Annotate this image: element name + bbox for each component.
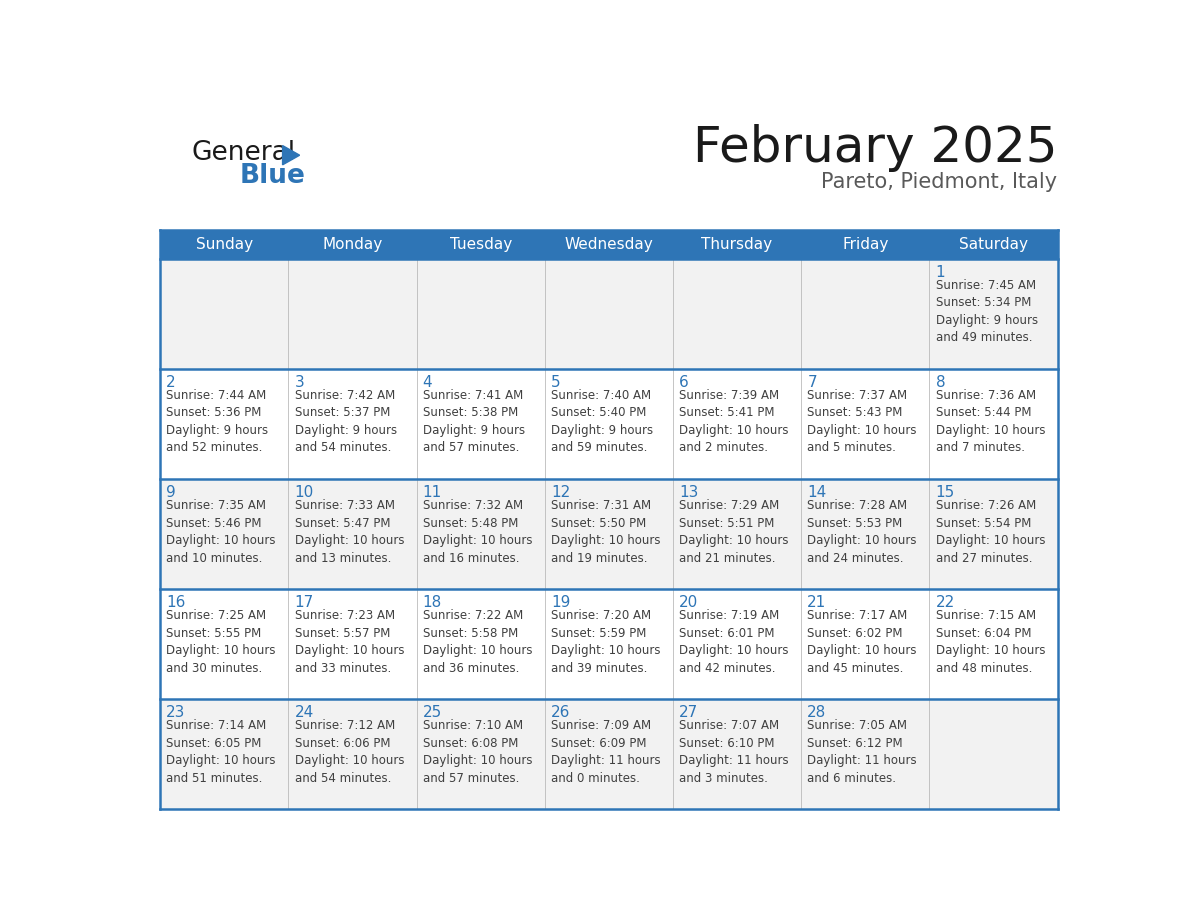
Text: 3: 3 [295, 375, 304, 390]
Text: 6: 6 [680, 375, 689, 390]
Text: 19: 19 [551, 595, 570, 610]
Text: Sunrise: 7:09 AM
Sunset: 6:09 PM
Daylight: 11 hours
and 0 minutes.: Sunrise: 7:09 AM Sunset: 6:09 PM Dayligh… [551, 719, 661, 785]
Text: Pareto, Piedmont, Italy: Pareto, Piedmont, Italy [821, 172, 1057, 192]
Text: Sunrise: 7:20 AM
Sunset: 5:59 PM
Daylight: 10 hours
and 39 minutes.: Sunrise: 7:20 AM Sunset: 5:59 PM Dayligh… [551, 610, 661, 675]
Text: 18: 18 [423, 595, 442, 610]
Bar [160, 230, 1057, 259]
Text: 23: 23 [166, 705, 185, 721]
Text: 2: 2 [166, 375, 176, 390]
Text: Sunrise: 7:36 AM
Sunset: 5:44 PM
Daylight: 10 hours
and 7 minutes.: Sunrise: 7:36 AM Sunset: 5:44 PM Dayligh… [936, 389, 1045, 454]
Text: 12: 12 [551, 485, 570, 500]
Text: Sunrise: 7:29 AM
Sunset: 5:51 PM
Daylight: 10 hours
and 21 minutes.: Sunrise: 7:29 AM Sunset: 5:51 PM Dayligh… [680, 499, 789, 565]
Text: Sunrise: 7:17 AM
Sunset: 6:02 PM
Daylight: 10 hours
and 45 minutes.: Sunrise: 7:17 AM Sunset: 6:02 PM Dayligh… [808, 610, 917, 675]
Text: 21: 21 [808, 595, 827, 610]
Text: 16: 16 [166, 595, 185, 610]
Text: General: General [191, 140, 296, 165]
Text: Sunrise: 7:42 AM
Sunset: 5:37 PM
Daylight: 9 hours
and 54 minutes.: Sunrise: 7:42 AM Sunset: 5:37 PM Dayligh… [295, 389, 397, 454]
Text: Sunrise: 7:41 AM
Sunset: 5:38 PM
Daylight: 9 hours
and 57 minutes.: Sunrise: 7:41 AM Sunset: 5:38 PM Dayligh… [423, 389, 525, 454]
Text: Sunrise: 7:32 AM
Sunset: 5:48 PM
Daylight: 10 hours
and 16 minutes.: Sunrise: 7:32 AM Sunset: 5:48 PM Dayligh… [423, 499, 532, 565]
Text: 27: 27 [680, 705, 699, 721]
Text: 5: 5 [551, 375, 561, 390]
Text: Friday: Friday [842, 237, 889, 252]
Text: 1: 1 [936, 265, 946, 280]
Text: Sunrise: 7:40 AM
Sunset: 5:40 PM
Daylight: 9 hours
and 59 minutes.: Sunrise: 7:40 AM Sunset: 5:40 PM Dayligh… [551, 389, 653, 454]
Text: Thursday: Thursday [701, 237, 772, 252]
Bar [160, 700, 1057, 810]
Text: Saturday: Saturday [959, 237, 1028, 252]
Text: Sunrise: 7:23 AM
Sunset: 5:57 PM
Daylight: 10 hours
and 33 minutes.: Sunrise: 7:23 AM Sunset: 5:57 PM Dayligh… [295, 610, 404, 675]
Text: Sunrise: 7:44 AM
Sunset: 5:36 PM
Daylight: 9 hours
and 52 minutes.: Sunrise: 7:44 AM Sunset: 5:36 PM Dayligh… [166, 389, 268, 454]
Text: Sunrise: 7:10 AM
Sunset: 6:08 PM
Daylight: 10 hours
and 57 minutes.: Sunrise: 7:10 AM Sunset: 6:08 PM Dayligh… [423, 719, 532, 785]
Text: Sunrise: 7:35 AM
Sunset: 5:46 PM
Daylight: 10 hours
and 10 minutes.: Sunrise: 7:35 AM Sunset: 5:46 PM Dayligh… [166, 499, 276, 565]
Text: February 2025: February 2025 [693, 124, 1057, 172]
Text: 9: 9 [166, 485, 176, 500]
Text: Sunrise: 7:26 AM
Sunset: 5:54 PM
Daylight: 10 hours
and 27 minutes.: Sunrise: 7:26 AM Sunset: 5:54 PM Dayligh… [936, 499, 1045, 565]
Text: Sunrise: 7:22 AM
Sunset: 5:58 PM
Daylight: 10 hours
and 36 minutes.: Sunrise: 7:22 AM Sunset: 5:58 PM Dayligh… [423, 610, 532, 675]
Text: Wednesday: Wednesday [564, 237, 653, 252]
Text: Blue: Blue [239, 162, 305, 189]
Text: 28: 28 [808, 705, 827, 721]
Text: Sunrise: 7:45 AM
Sunset: 5:34 PM
Daylight: 9 hours
and 49 minutes.: Sunrise: 7:45 AM Sunset: 5:34 PM Dayligh… [936, 279, 1037, 344]
Text: Sunrise: 7:19 AM
Sunset: 6:01 PM
Daylight: 10 hours
and 42 minutes.: Sunrise: 7:19 AM Sunset: 6:01 PM Dayligh… [680, 610, 789, 675]
Text: 8: 8 [936, 375, 946, 390]
Text: 17: 17 [295, 595, 314, 610]
Text: Sunrise: 7:39 AM
Sunset: 5:41 PM
Daylight: 10 hours
and 2 minutes.: Sunrise: 7:39 AM Sunset: 5:41 PM Dayligh… [680, 389, 789, 454]
Text: 25: 25 [423, 705, 442, 721]
Text: 13: 13 [680, 485, 699, 500]
Text: 22: 22 [936, 595, 955, 610]
Text: 4: 4 [423, 375, 432, 390]
Bar [160, 369, 1057, 479]
Text: 14: 14 [808, 485, 827, 500]
Text: Sunday: Sunday [196, 237, 253, 252]
Text: Tuesday: Tuesday [449, 237, 512, 252]
Text: 24: 24 [295, 705, 314, 721]
Bar [160, 259, 1057, 369]
Bar [160, 589, 1057, 700]
Text: 15: 15 [936, 485, 955, 500]
Text: 7: 7 [808, 375, 817, 390]
Text: Sunrise: 7:14 AM
Sunset: 6:05 PM
Daylight: 10 hours
and 51 minutes.: Sunrise: 7:14 AM Sunset: 6:05 PM Dayligh… [166, 719, 276, 785]
Text: Monday: Monday [322, 237, 383, 252]
Text: Sunrise: 7:28 AM
Sunset: 5:53 PM
Daylight: 10 hours
and 24 minutes.: Sunrise: 7:28 AM Sunset: 5:53 PM Dayligh… [808, 499, 917, 565]
Text: Sunrise: 7:37 AM
Sunset: 5:43 PM
Daylight: 10 hours
and 5 minutes.: Sunrise: 7:37 AM Sunset: 5:43 PM Dayligh… [808, 389, 917, 454]
Bar [160, 479, 1057, 589]
Text: 20: 20 [680, 595, 699, 610]
Polygon shape [283, 146, 299, 165]
Text: Sunrise: 7:12 AM
Sunset: 6:06 PM
Daylight: 10 hours
and 54 minutes.: Sunrise: 7:12 AM Sunset: 6:06 PM Dayligh… [295, 719, 404, 785]
Text: Sunrise: 7:05 AM
Sunset: 6:12 PM
Daylight: 11 hours
and 6 minutes.: Sunrise: 7:05 AM Sunset: 6:12 PM Dayligh… [808, 719, 917, 785]
Text: Sunrise: 7:15 AM
Sunset: 6:04 PM
Daylight: 10 hours
and 48 minutes.: Sunrise: 7:15 AM Sunset: 6:04 PM Dayligh… [936, 610, 1045, 675]
Text: Sunrise: 7:07 AM
Sunset: 6:10 PM
Daylight: 11 hours
and 3 minutes.: Sunrise: 7:07 AM Sunset: 6:10 PM Dayligh… [680, 719, 789, 785]
Text: 26: 26 [551, 705, 570, 721]
Text: Sunrise: 7:25 AM
Sunset: 5:55 PM
Daylight: 10 hours
and 30 minutes.: Sunrise: 7:25 AM Sunset: 5:55 PM Dayligh… [166, 610, 276, 675]
Text: 11: 11 [423, 485, 442, 500]
Text: Sunrise: 7:33 AM
Sunset: 5:47 PM
Daylight: 10 hours
and 13 minutes.: Sunrise: 7:33 AM Sunset: 5:47 PM Dayligh… [295, 499, 404, 565]
Text: 10: 10 [295, 485, 314, 500]
Text: Sunrise: 7:31 AM
Sunset: 5:50 PM
Daylight: 10 hours
and 19 minutes.: Sunrise: 7:31 AM Sunset: 5:50 PM Dayligh… [551, 499, 661, 565]
